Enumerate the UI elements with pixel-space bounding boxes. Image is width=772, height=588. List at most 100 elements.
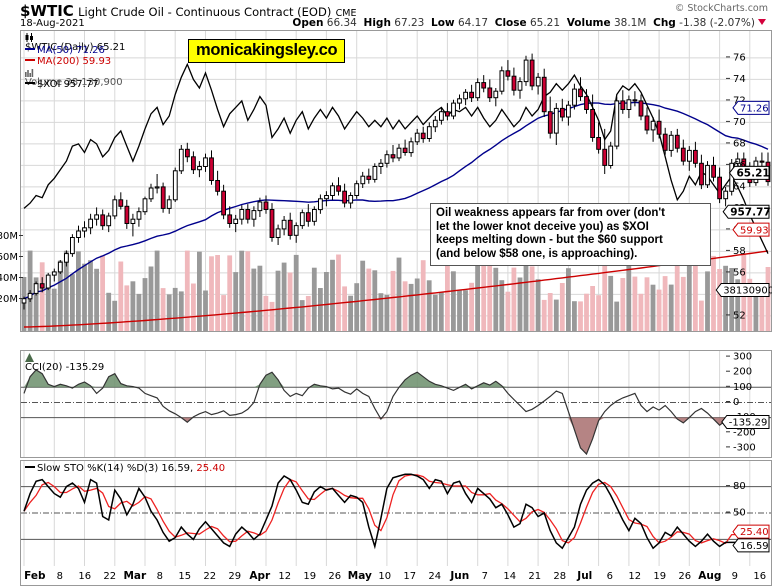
quote-summary: Open 66.34 High 67.23 Low 64.17 Close 65… [292,17,766,29]
legend-row-wtic: $WTIC (Daily) 65.21 [25,33,125,53]
date-axis-label: 28 [553,571,566,582]
legend-ma50-text: MA(50) 71.26 [37,44,105,56]
chart-annotation-box: Oil weakness appears far from over (don'… [430,203,711,266]
high-label: High [363,17,391,29]
volume-axis-tick: 80M [0,231,18,242]
symbol-description: Light Crude Oil - Continuous Contract (E… [78,5,332,19]
legend-stoch-text: Slow STO %K(14) %D(3) 16.59, [37,463,194,474]
mountain-icon [25,353,34,362]
open-label: Open [292,17,324,29]
date-axis-label: 8 [157,571,163,582]
chart-header-title: $WTIC Light Crude Oil - Continuous Contr… [20,2,356,20]
ma50-line [23,101,769,300]
cci-panel[interactable]: CCI(20) -135.29 [20,350,772,458]
legend-row-ma50: MA(50) 71.26 [25,45,125,57]
volume-bars-icon [25,68,34,77]
candlesticks [21,53,771,310]
volume-axis-tick: 20M [0,294,18,305]
date-axis-label: 7 [482,571,488,582]
legend-xoi-text: $XOI 957.77 [37,79,99,90]
line-icon [25,466,35,468]
date-axis-label: 24 [428,571,441,582]
stochastic-k-line [23,473,768,550]
date-axis-label: 19 [303,571,316,582]
date-axis-label: Feb [24,570,46,582]
legend-row-cci: CCI(20) -135.29 [25,353,104,373]
stockcharts-copyright: © StockCharts.com [674,3,768,14]
date-axis-label: Aug [698,570,721,582]
date-axis-label: 16 [78,571,91,582]
legend-ma200-text: MA(200) 59.93 [37,56,112,67]
high-value: 67.23 [394,17,425,29]
candlestick-icon [25,33,33,42]
date-axis-label: 12 [278,571,291,582]
volume-value: 38.1M [613,17,647,29]
close-value: 65.21 [529,17,561,29]
cci-panel-legend: CCI(20) -135.29 [25,353,104,373]
legend-wtic-text: $WTIC (Daily) 65.21 [25,42,126,53]
date-axis-label: 12 [628,571,641,582]
annotation-line-2: let the lower knot deceive you) as $XOI [436,220,649,233]
cci-line [23,369,769,456]
price-panel[interactable]: $WTIC (Daily) 65.21 MA(50) 71.26 MA(200)… [20,30,772,332]
date-axis-label: Jun [449,570,469,582]
date-axis-label: 26 [678,571,691,582]
line-icon [25,59,35,61]
legend-volume-text: Volume 38,130,900 [25,76,123,88]
date-axis-label: 29 [228,571,241,582]
date-axis: Feb 8 16 22 Mar 8 15 22 29 Apr 12 19 26 May 10 17 24 Jun 7… [20,566,772,586]
date-axis-label: 16 [753,571,766,582]
date-axis-label: 26 [328,571,341,582]
chg-label: Chg [653,17,676,29]
date-axis-label: 19 [653,571,666,582]
xoi-line [23,62,769,254]
watermark-logo: monicakingsley.co [188,39,346,63]
close-label: Close [494,17,527,29]
symbol-ticker: $WTIC [20,2,74,20]
date-axis-label: 14 [503,571,516,582]
annotation-line-4: (and below $58 one, is approaching). [436,247,638,260]
low-label: Low [431,17,455,29]
line-icon [25,82,35,84]
stochastics-panel[interactable]: Slow STO %K(14) %D(3) 16.59, 25.40 [20,460,772,568]
open-value: 66.34 [326,17,357,29]
date-axis-label: 15 [178,571,191,582]
date-axis-label: 21 [528,571,541,582]
ma200-line [23,250,769,328]
date-axis-label: 22 [103,571,116,582]
volume-axis-tick: 40M [0,273,18,284]
price-panel-legend: $WTIC (Daily) 65.21 MA(50) 71.26 MA(200)… [25,33,125,91]
date-axis-label: Mar [123,570,147,582]
volume-axis-tick: 60M [0,252,18,263]
stochastics-panel-legend: Slow STO %K(14) %D(3) 16.59, 25.40 [25,463,225,475]
exchange-label: CME [335,8,357,19]
date-axis-label: 6 [607,571,613,582]
legend-row-stoch: Slow STO %K(14) %D(3) 16.59, 25.40 [25,463,225,475]
chart-date: 18-Aug-2021 [20,18,85,29]
date-axis-label: 10 [378,571,391,582]
legend-row-volume: Volume 38,130,900 [25,68,125,88]
legend-cci-text: CCI(20) -135.29 [25,362,105,373]
date-axis-label: 9 [732,571,738,582]
date-axis-label: 17 [403,571,416,582]
volume-bars [21,250,771,331]
date-axis-label: 8 [57,571,63,582]
legend-row-xoi: $XOI 957.77 [25,79,125,91]
date-axis-label: May [348,570,372,582]
legend-row-ma200: MA(200) 59.93 [25,56,125,68]
date-axis-label: 22 [203,571,216,582]
cci-negative-fill [24,417,768,454]
legend-stoch-d-value: 25.40 [196,463,226,474]
chg-value: -1.38 (-2.07%) [679,17,755,29]
stochastic-d-line [23,474,768,545]
change-down-arrow-icon [758,19,766,25]
date-axis-label: Apr [249,570,271,582]
volume-label: Volume [566,17,611,29]
date-axis-label: Jul [576,570,592,582]
cci-positive-fill [24,369,768,388]
annotation-line-1: Oil weakness appears far from over (don'… [436,207,665,219]
low-value: 64.17 [457,17,489,29]
annotation-line-3: keeps melting down - but the $60 support [436,234,663,246]
line-icon [25,47,35,50]
